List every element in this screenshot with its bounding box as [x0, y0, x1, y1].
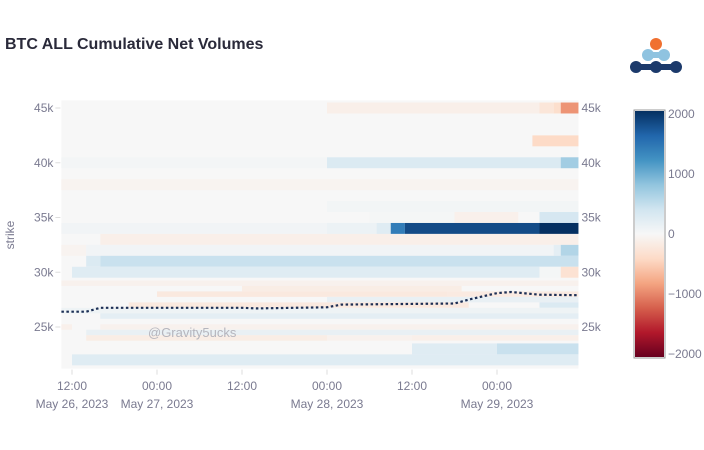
- x-tick-label: 12:00: [57, 379, 87, 393]
- heatmap-cell: [61, 244, 87, 256]
- colorbar-tick-label: −1000: [668, 287, 702, 301]
- heatmap-cell: [86, 335, 328, 341]
- y-tick-label-right: 30k: [581, 265, 601, 279]
- heatmap-cell: [61, 222, 327, 234]
- y-tick-label-right: 25k: [581, 320, 601, 334]
- heatmap-cell: [242, 285, 462, 292]
- y-tick-label-right: 45k: [581, 101, 601, 115]
- colorbar-tick-label: 0: [668, 227, 675, 241]
- heatmap-cell: [560, 244, 579, 256]
- y-tick-label-right: 40k: [581, 156, 601, 170]
- heatmap-cell: [447, 291, 579, 297]
- x-tick-label: 00:00: [142, 379, 172, 393]
- y-tick-label-right: 35k: [581, 211, 601, 225]
- heatmap-cell: [327, 102, 540, 114]
- price-line: [61, 290, 579, 313]
- heatmap-cell: [553, 244, 561, 256]
- heatmap-cell: [157, 291, 448, 297]
- heatmap-cell: [61, 307, 579, 314]
- heatmap-cell: [404, 222, 540, 234]
- x-axis: 12:00 May 26, 2023 00:00 May 27, 2023 12:00 0…: [36, 369, 534, 411]
- heatmap-cell: [412, 335, 579, 341]
- y-axis: 25k 25k 30k 30k 35k 35k 40k 40k 45k 45k: [34, 101, 602, 334]
- heatmap-cell: [100, 255, 579, 267]
- colorbar-fill: [635, 111, 664, 357]
- logo-wave-dark: [630, 61, 682, 73]
- heatmap-cell: [539, 302, 579, 308]
- heatmap-cell: [560, 102, 579, 114]
- x-tick-label: 12:00: [397, 379, 427, 393]
- colorbar-tick-label: 2000: [668, 107, 695, 121]
- heatmap-cell: [86, 244, 554, 256]
- x-tick-date: May 28, 2023: [291, 397, 364, 411]
- heatmap-cell: [390, 222, 405, 234]
- heatmap-cell: [86, 329, 579, 336]
- y-tick-label-left: 35k: [34, 211, 54, 225]
- heatmap-cell: [412, 343, 497, 355]
- x-tick-label: 12:00: [227, 379, 257, 393]
- heatmap-cell: [100, 324, 579, 330]
- heatmap-cell: [61, 179, 579, 191]
- heatmap-cell: [454, 212, 519, 223]
- heatmap-cell: [539, 266, 561, 278]
- heatmap-cell: [72, 354, 579, 366]
- heatmap-cell: [327, 296, 579, 303]
- heatmap-cell: [539, 222, 579, 234]
- heatmap-cell: [327, 157, 561, 169]
- colorbar-frame: [633, 109, 666, 359]
- heatmap-cell: [72, 266, 540, 278]
- heatmap-cell: [86, 255, 101, 267]
- logo-wave-light: [642, 49, 670, 61]
- heatmap-cell: [539, 102, 554, 114]
- heatmap-cell: [327, 222, 377, 234]
- x-tick-label: 00:00: [482, 379, 512, 393]
- colorbar-tick-label: −2000: [668, 347, 702, 361]
- colorbar-tick-label: 1000: [668, 167, 695, 181]
- heatmap-cell: [128, 302, 469, 308]
- watermark: @Gravity5ucks: [148, 325, 237, 340]
- y-axis-title: strike: [3, 220, 17, 249]
- x-tick-label: 00:00: [312, 379, 342, 393]
- x-tick-date: May 29, 2023: [461, 397, 534, 411]
- heatmap-cell: [327, 201, 579, 213]
- y-tick-label-left: 45k: [34, 101, 54, 115]
- logo: [630, 38, 682, 73]
- heatmap-cell: [327, 335, 412, 341]
- heatmap-cell: [100, 313, 579, 319]
- heatmap-cell: [497, 343, 579, 355]
- chart-title: BTC ALL Cumulative Net Volumes: [5, 36, 264, 53]
- heatmap-cell: [560, 266, 579, 278]
- heatmap-cell: [539, 212, 579, 223]
- heatmap-cell: [532, 135, 579, 147]
- heatmap-background: [61, 100, 579, 369]
- heatmap-cell: [100, 233, 579, 245]
- y-tick-label-left: 30k: [34, 265, 54, 279]
- heatmap-cell: [61, 324, 72, 330]
- heatmap-cells: [61, 100, 579, 369]
- heatmap-cell: [369, 212, 455, 223]
- x-tick-date: May 26, 2023: [36, 397, 109, 411]
- y-tick-label-left: 25k: [34, 320, 54, 334]
- y-tick-label-left: 40k: [34, 156, 54, 170]
- heatmap-cell: [61, 280, 579, 286]
- heatmap-cell: [376, 222, 391, 234]
- heatmap-cell: [560, 157, 579, 169]
- colorbar: 2000 1000 0 −1000 −2000: [633, 107, 702, 361]
- heatmap-cell: [61, 157, 327, 169]
- heatmap-cell: [553, 102, 561, 114]
- x-tick-date: May 27, 2023: [121, 397, 194, 411]
- logo-dot-orange: [650, 38, 662, 50]
